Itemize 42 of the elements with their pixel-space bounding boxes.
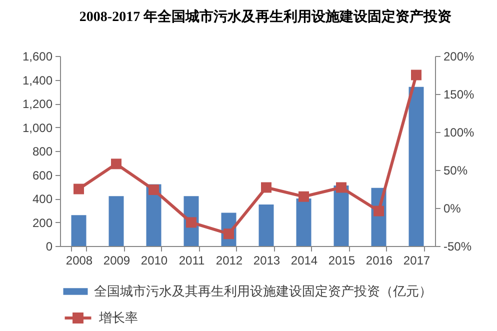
bar	[408, 86, 424, 246]
point	[261, 182, 272, 193]
chart-title: 2008-2017 年全国城市污水及再生利用设施建设固定资产投资	[79, 8, 452, 25]
y-tick-label: 800	[32, 144, 53, 158]
x-tick-label: 2016	[366, 254, 393, 268]
x-tick-label: 2015	[328, 254, 356, 268]
x-tick-label: 2017	[403, 254, 430, 268]
y2-tick-label: 100%	[444, 126, 475, 140]
y-tick-label: 1,200	[22, 97, 53, 111]
x-tick-label: 2013	[253, 254, 280, 268]
point	[336, 182, 346, 193]
y2-tick-label: 0%	[444, 202, 462, 216]
x-tick-label: 2009	[103, 254, 130, 268]
y-tick-label: 1,400	[22, 73, 53, 88]
y2-tick-label: 200%	[444, 50, 475, 64]
x-tick-label: 2011	[178, 254, 205, 268]
bar	[258, 204, 274, 246]
point	[298, 191, 309, 202]
point	[186, 217, 196, 228]
y-tick-label: 0	[46, 240, 53, 254]
point	[148, 184, 159, 196]
point	[411, 70, 422, 80]
y-tick-label: 1,600	[22, 50, 53, 64]
bar	[108, 196, 124, 246]
bar	[71, 215, 86, 246]
y2-tick-label: 150%	[444, 88, 475, 102]
x-tick-label: 2008	[66, 254, 93, 268]
y-tick-label: 600	[32, 168, 53, 182]
point	[111, 158, 122, 170]
legend-label: 全国城市污水及其再生利用设施建设固定资产投资（亿元）	[94, 284, 432, 298]
y2-tick-label: 50%	[444, 164, 468, 178]
y-tick-label: 200	[32, 216, 53, 230]
point	[74, 184, 84, 194]
x-tick-label: 2014	[290, 254, 318, 268]
y-tick-label: 400	[32, 192, 53, 206]
x-tick-label: 2012	[216, 254, 243, 268]
point	[374, 206, 384, 216]
bar	[296, 198, 312, 246]
y2-tick-label: -50%	[444, 240, 472, 254]
y-tick-label: 1,000	[22, 120, 53, 135]
legend-label: 增长率	[98, 310, 138, 325]
x-tick-label: 2010	[140, 254, 168, 268]
